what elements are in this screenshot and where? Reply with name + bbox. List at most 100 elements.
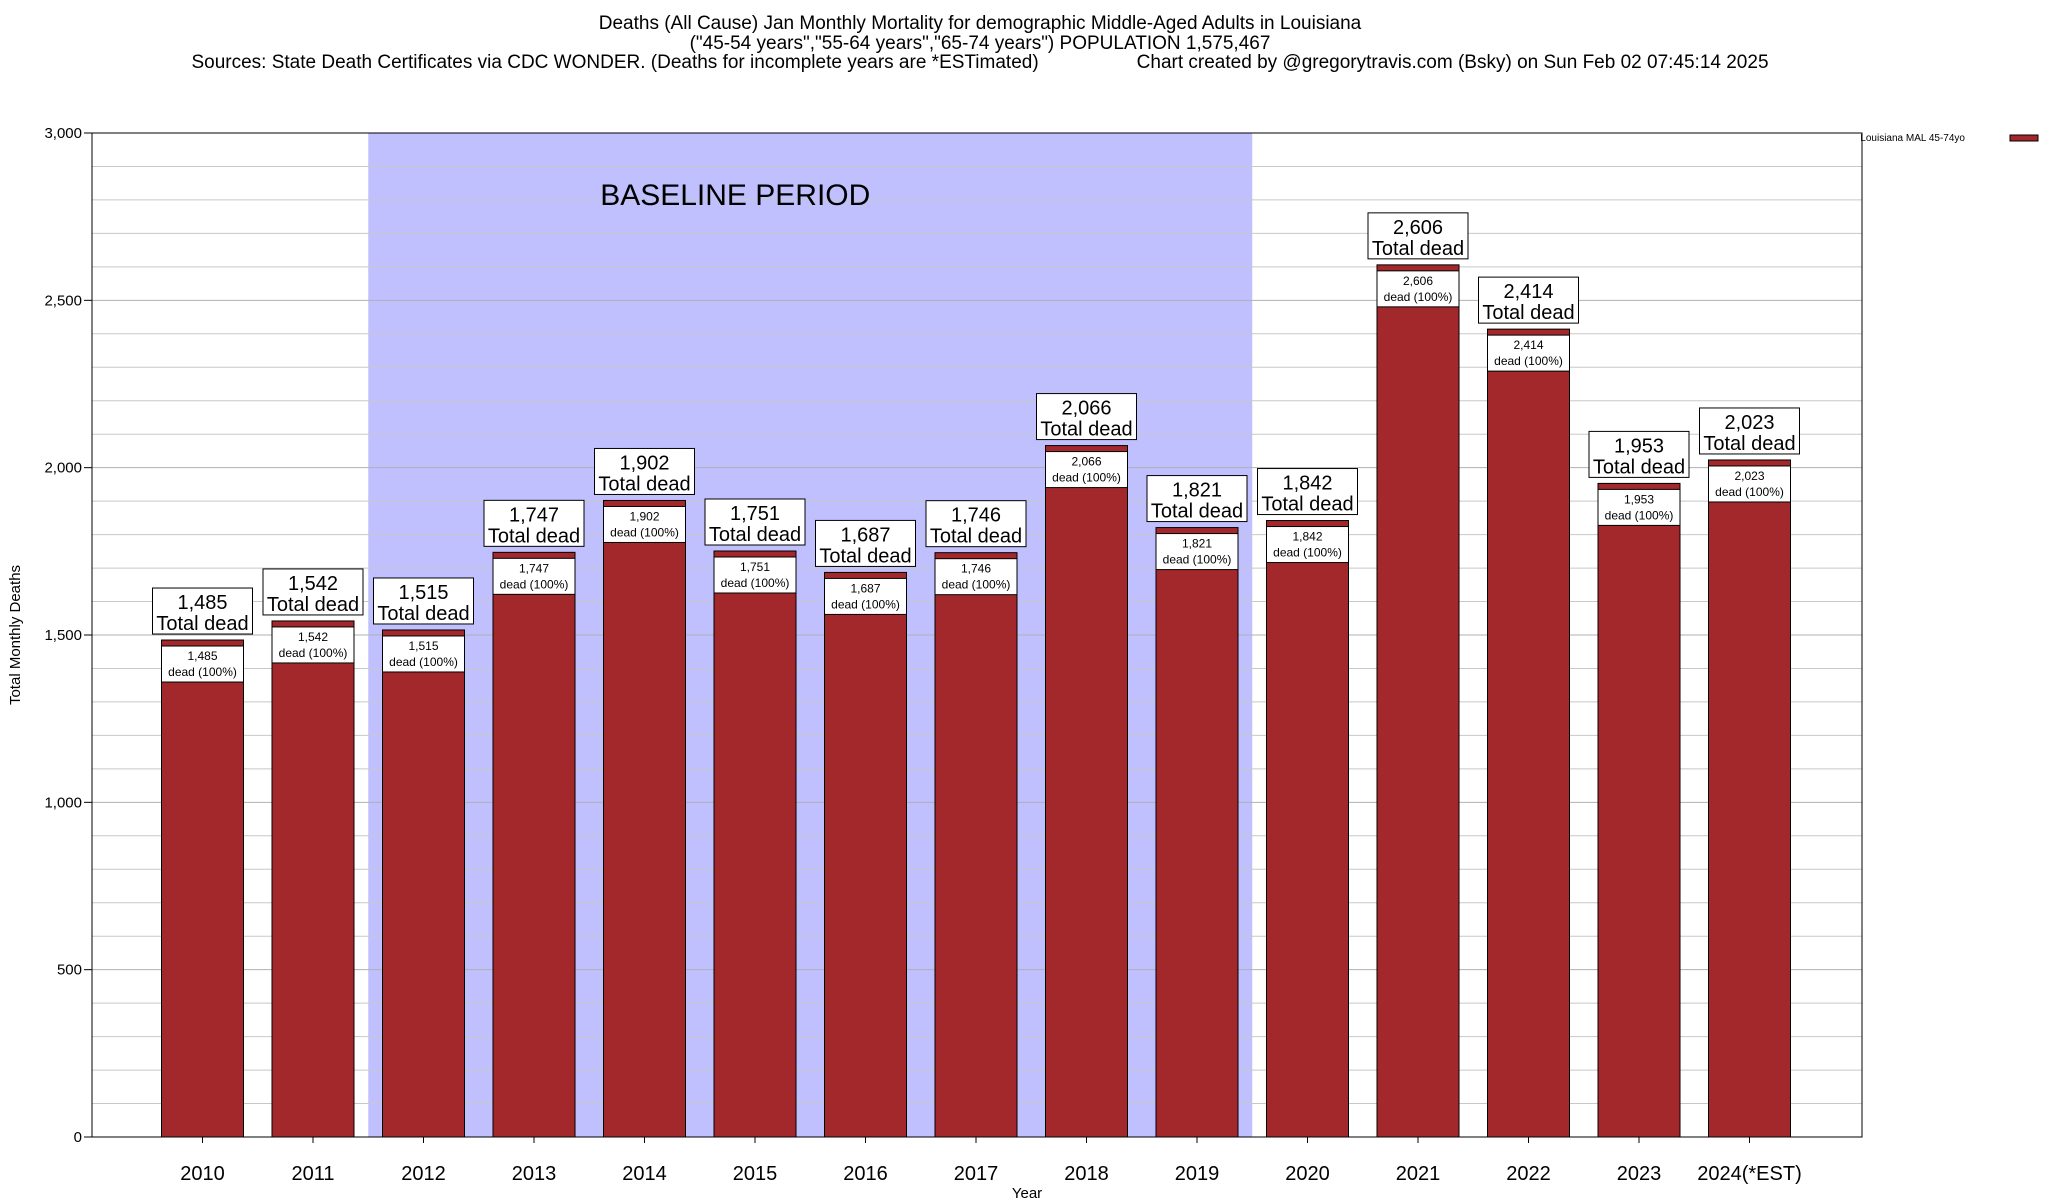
bar-inner-label: dead (100%) [831,597,900,611]
bar-inner-label: dead (100%) [610,525,679,539]
bar-inner-label-box [603,505,686,543]
bar-inner-value: 2,414 [1513,338,1543,352]
bar-inner-value: 1,842 [1292,530,1322,544]
bar-inner-value: 1,485 [187,649,217,663]
bar [824,571,907,1138]
bar [492,551,576,1138]
bar-total-label: Total dead [1482,302,1574,324]
bar-inner-label: dead (100%) [1273,546,1342,560]
bar-inner-value: 1,746 [961,562,991,576]
bar-total-label-box [1478,276,1579,324]
bar-inner-label: dead (100%) [389,655,458,669]
bar-total-label: Total dead [1703,433,1795,455]
bar-total-label: Total dead [598,473,690,495]
bar-inner-value: 1,902 [629,509,659,523]
bar-total-label-box [262,568,364,616]
bar-total-label: Total dead [1593,456,1685,478]
x-tick-label: 2015 [733,1163,778,1185]
x-tick-label: 2017 [954,1163,999,1185]
x-tick-label: 2023 [1617,1163,1662,1185]
x-tick-label: 2020 [1285,1163,1330,1185]
bar-total-label: Total dead [930,526,1022,548]
bar-total-value: 1,687 [840,524,890,546]
x-tick-label: 2016 [843,1163,888,1185]
chart-source-line: Sources: State Death Certificates via CD… [0,53,1960,73]
x-tick-label: 2022 [1506,1163,1551,1185]
bar-total-label: Total dead [709,524,801,546]
bar-inner-label-box [1708,465,1791,503]
bar-inner-value: 1,515 [408,639,438,653]
bar-total-label: Total dead [156,613,248,635]
bar-inner-value: 1,821 [1182,537,1212,551]
x-axis-label: Year [1012,1185,1042,1200]
bar [1708,459,1791,1138]
bar-total-label: Total dead [1261,494,1353,516]
legend-swatch [2009,134,2039,142]
bar-inner-value: 1,953 [1624,492,1654,506]
bar-inner-label: dead (100%) [1494,354,1563,368]
bar-total-value: 2,023 [1724,412,1774,434]
bar-total-value: 1,821 [1172,480,1222,502]
y-tick-label: 1,000 [44,794,82,811]
bar [713,550,797,1138]
bar-total-label: Total dead [377,603,469,625]
bar-inner-label-box [492,557,576,595]
bar [1487,328,1570,1138]
bar-inner-value: 1,542 [298,630,328,644]
bar-total-value: 1,902 [619,452,669,474]
baseline-period-label: BASELINE PERIOD [600,179,870,212]
bar-total-value: 1,953 [1614,435,1664,457]
x-tick-label: 2018 [1064,1163,1109,1185]
plot-border [91,132,1863,1138]
bar-inner-value: 1,751 [740,560,770,574]
bar-inner-label: dead (100%) [168,665,237,679]
bar-inner-label-box [382,635,465,673]
chart-title: Deaths (All Cause) Jan Monthly Mortality… [598,13,1362,34]
y-tick-label: 0 [74,1129,82,1146]
bar-inner-value: 2,023 [1734,469,1764,483]
bar-total-label-box [483,499,585,547]
bar-total-value: 1,747 [509,504,559,526]
x-tick-label: 2010 [180,1163,225,1185]
bar-inner-label: dead (100%) [279,646,348,660]
bar-total-label-box [925,500,1027,548]
bar [1045,445,1128,1138]
bar-inner-label-box [1487,334,1570,372]
bar-total-value: 2,066 [1061,398,1111,420]
y-tick-label: 500 [57,962,82,979]
bar [382,629,465,1138]
bar [603,499,686,1138]
bar-total-label-box [1146,475,1248,523]
bar-inner-label: dead (100%) [1163,553,1232,567]
bar-inner-label-box [824,577,907,615]
bar-inner-label-box [1376,270,1460,308]
x-tick-label: 2012 [401,1163,446,1185]
bar-total-label-box [1257,468,1358,516]
bar-inner-label-box [934,558,1018,596]
bar-total-label-box [1036,393,1137,441]
bar-total-value: 2,414 [1503,281,1553,303]
bar-total-label-box [815,519,916,567]
y-tick-label: 2,000 [44,460,82,477]
bar-total-label-box [152,587,253,635]
bar-total-value: 1,842 [1282,473,1332,495]
bar-total-label: Total dead [267,594,359,616]
chart-credit: Chart created by @gregorytravis.com (Bsk… [1136,52,1769,73]
bar-total-label: Total dead [1040,419,1132,441]
bar [1155,527,1239,1138]
bar-total-label-box [1367,212,1469,260]
bar [271,620,355,1138]
bar-inner-label-box [1266,526,1349,564]
bar-inner-label-box [1597,488,1681,526]
bar-inner-value: 1,687 [850,581,880,595]
y-tick-label: 1,500 [44,627,82,644]
bar-total-value: 1,542 [288,573,338,595]
bar [1597,482,1681,1138]
y-tick-label: 2,500 [44,292,82,309]
bar-inner-label: dead (100%) [500,577,569,591]
bar-total-label: Total dead [1151,501,1243,523]
x-tick-label: 2013 [512,1163,557,1185]
x-tick-label: 2014 [622,1163,667,1185]
bar-inner-label: dead (100%) [1605,508,1674,522]
bar [161,639,244,1138]
